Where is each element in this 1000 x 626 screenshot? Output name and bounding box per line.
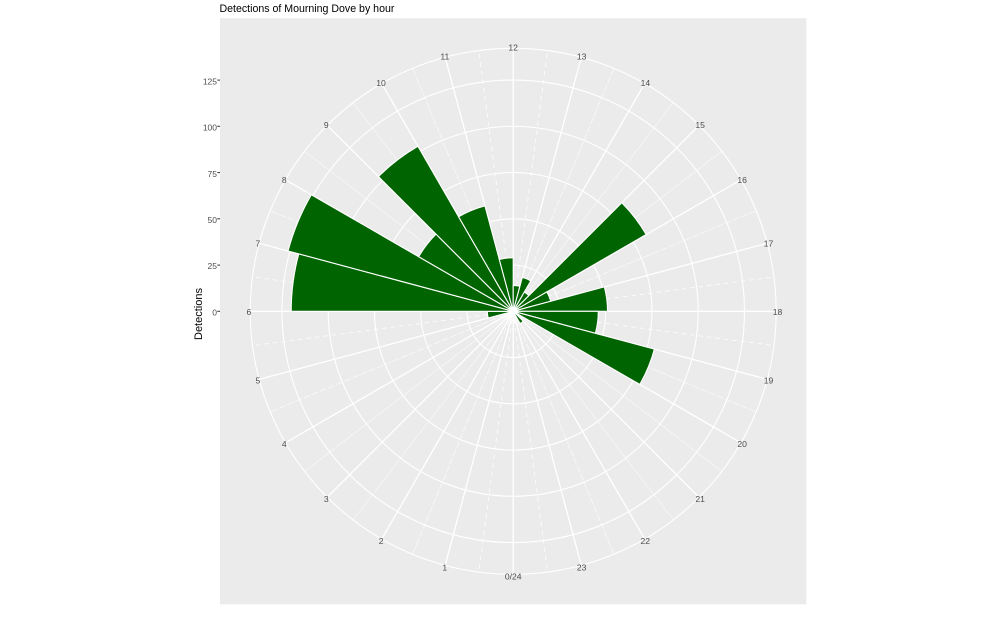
- svg-text:Detections of Mourning Dove by: Detections of Mourning Dove by hour: [220, 3, 395, 15]
- svg-text:12: 12: [508, 43, 518, 53]
- svg-text:19: 19: [764, 375, 774, 385]
- svg-text:8: 8: [282, 175, 287, 185]
- svg-text:18: 18: [773, 307, 783, 317]
- svg-text:5: 5: [256, 375, 261, 385]
- svg-text:25: 25: [208, 261, 218, 271]
- svg-text:4: 4: [282, 439, 287, 449]
- svg-text:7: 7: [256, 239, 261, 249]
- svg-text:0: 0: [212, 308, 217, 318]
- svg-text:Detections: Detections: [193, 288, 205, 340]
- svg-text:2: 2: [379, 536, 384, 546]
- svg-text:22: 22: [641, 536, 651, 546]
- svg-text:1: 1: [442, 562, 447, 572]
- svg-text:50: 50: [208, 215, 218, 225]
- svg-text:13: 13: [577, 52, 587, 62]
- svg-text:11: 11: [440, 52, 449, 62]
- svg-text:14: 14: [641, 78, 651, 88]
- svg-text:16: 16: [737, 175, 747, 185]
- svg-text:125: 125: [203, 76, 217, 86]
- svg-text:21: 21: [695, 494, 705, 504]
- svg-text:3: 3: [324, 494, 329, 504]
- svg-text:75: 75: [208, 169, 218, 179]
- svg-text:17: 17: [764, 239, 774, 249]
- svg-text:9: 9: [324, 120, 329, 130]
- svg-text:23: 23: [577, 562, 587, 572]
- svg-text:100: 100: [203, 123, 217, 133]
- svg-text:10: 10: [376, 78, 386, 88]
- svg-text:15: 15: [695, 120, 705, 130]
- svg-text:6: 6: [247, 307, 252, 317]
- svg-text:20: 20: [737, 439, 747, 449]
- svg-text:0/24: 0/24: [505, 571, 522, 581]
